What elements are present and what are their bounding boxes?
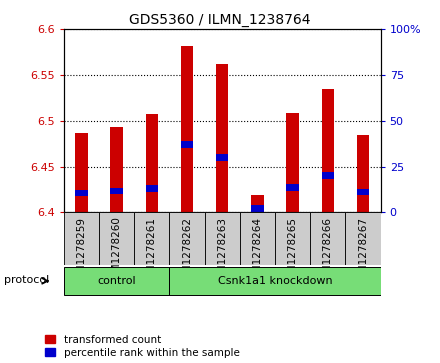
Text: Csnk1a1 knockdown: Csnk1a1 knockdown [218,276,332,286]
Bar [216,64,228,212]
Bar [251,205,264,212]
Bar [216,154,228,160]
Text: GSM1278263: GSM1278263 [217,217,227,286]
Bar [146,114,158,212]
Bar [146,185,158,192]
Text: protocol: protocol [4,275,50,285]
Bar [357,135,369,212]
Bar [286,184,299,191]
Text: GSM1278261: GSM1278261 [147,217,157,286]
Bar [275,212,310,265]
Bar [322,89,334,212]
Bar [64,267,169,295]
Bar [134,212,169,265]
Text: GSM1278265: GSM1278265 [288,217,297,286]
Bar [169,212,205,265]
Bar [75,132,88,212]
Bar [310,212,345,265]
Bar [345,212,381,265]
Text: GSM1278259: GSM1278259 [77,217,86,286]
Text: GSM1278267: GSM1278267 [358,217,368,286]
Bar [64,212,99,265]
Bar [357,189,369,195]
Legend: transformed count, percentile rank within the sample: transformed count, percentile rank withi… [45,335,239,358]
Bar [75,190,88,196]
Text: GSM1278262: GSM1278262 [182,217,192,286]
Bar [169,267,381,295]
Bar [110,127,123,212]
Text: control: control [97,276,136,286]
Bar [110,188,123,195]
Bar [205,212,240,265]
Bar [286,113,299,212]
Text: GDS5360 / ILMN_1238764: GDS5360 / ILMN_1238764 [129,13,311,27]
Text: GSM1278260: GSM1278260 [112,217,121,286]
Bar [251,195,264,212]
Bar [181,141,193,148]
Bar [99,212,134,265]
Bar [322,172,334,179]
Bar [181,45,193,212]
Bar [240,212,275,265]
Text: GSM1278264: GSM1278264 [253,217,262,286]
Text: GSM1278266: GSM1278266 [323,217,333,286]
